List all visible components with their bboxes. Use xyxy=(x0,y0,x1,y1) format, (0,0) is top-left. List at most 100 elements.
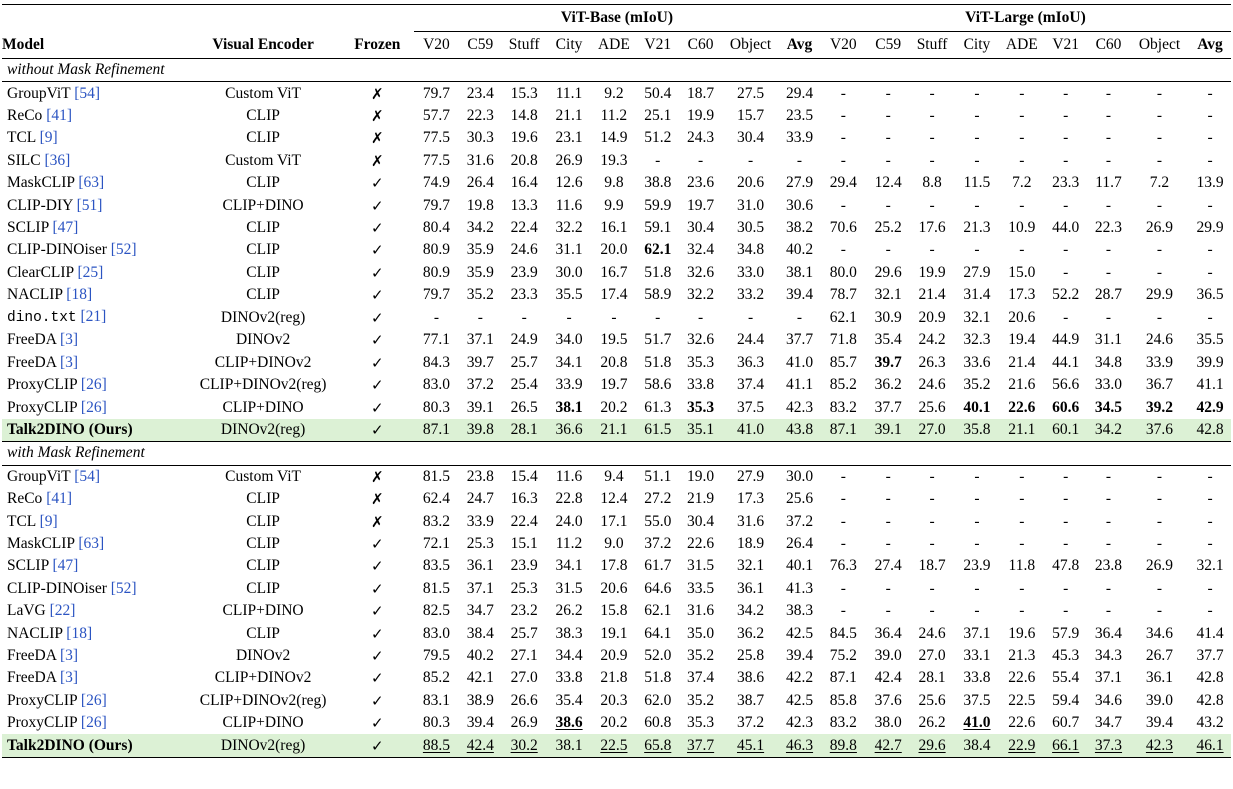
citation-link[interactable]: [21] xyxy=(80,308,107,326)
model-name: ProxyCLIP xyxy=(7,398,78,416)
value-cell-large: - xyxy=(840,579,846,597)
frozen-mark: ✓ xyxy=(371,218,384,237)
citation-link[interactable]: [25] xyxy=(77,263,104,281)
value-cell-large: - xyxy=(840,241,846,259)
value-cell-large: 31.1 xyxy=(1094,331,1123,349)
citation-link[interactable]: [9] xyxy=(39,512,58,530)
value-cell-large: - xyxy=(885,467,891,485)
citation-link[interactable]: [9] xyxy=(39,129,58,147)
encoder-cell: Custom ViT xyxy=(225,467,302,485)
value-cell-large: 31.4 xyxy=(963,286,991,304)
citation-link[interactable]: [47] xyxy=(52,557,79,575)
encoder-cell: CLIP xyxy=(246,579,280,597)
value-cell-large: 32.1 xyxy=(874,286,902,304)
citation-link[interactable]: [18] xyxy=(66,624,93,642)
value-cell-large: 26.7 xyxy=(1145,646,1174,664)
citation-link[interactable]: [22] xyxy=(49,602,76,620)
citation-link[interactable]: [26] xyxy=(80,398,107,416)
model-name: NACLIP xyxy=(7,624,63,642)
value-cell-base: 42.3 xyxy=(785,398,814,416)
citation-link[interactable]: [63] xyxy=(78,174,105,192)
value-cell-base: 26.2 xyxy=(555,602,583,620)
value-cell-large: - xyxy=(1105,263,1112,281)
value-cell-large: 57.9 xyxy=(1052,624,1080,642)
value-cell-large: - xyxy=(974,196,980,214)
value-cell-large: - xyxy=(1207,263,1213,281)
value-cell-base: 11.6 xyxy=(555,467,583,485)
citation-link[interactable]: [52] xyxy=(110,579,137,597)
value-cell-large: 37.6 xyxy=(874,691,902,709)
encoder-cell: CLIP xyxy=(246,512,280,530)
citation-link[interactable]: [54] xyxy=(74,84,101,102)
citation-link[interactable]: [51] xyxy=(76,196,103,214)
value-cell-base: 52.0 xyxy=(644,646,672,664)
value-cell-base: 39.8 xyxy=(458,418,502,442)
value-cell-large: - xyxy=(1156,241,1163,259)
value-cell-base: 25.1 xyxy=(644,106,672,124)
citation-link[interactable]: [3] xyxy=(59,353,79,371)
citation-link[interactable]: [63] xyxy=(78,535,105,552)
value-cell-large: - xyxy=(974,579,980,597)
value-cell-base: 29.4 xyxy=(785,84,814,102)
encoder-cell: CLIP xyxy=(246,535,280,552)
value-cell-base: 41.0 xyxy=(785,353,814,371)
value-cell-base: 88.5 xyxy=(414,734,459,758)
value-cell-large: - xyxy=(840,196,846,214)
section-header: without Mask Refinement xyxy=(2,58,1231,83)
frozen-mark: ✗ xyxy=(371,490,384,509)
model-name: ReCo xyxy=(7,490,43,508)
citation-link[interactable]: [41] xyxy=(46,106,73,124)
value-cell-large: - xyxy=(1063,308,1069,326)
value-cell-base: 34.0 xyxy=(555,331,583,349)
value-cell-large: 29.4 xyxy=(829,174,857,192)
citation-link[interactable]: [26] xyxy=(80,714,107,732)
value-cell-large: - xyxy=(974,467,980,485)
value-cell-large: - xyxy=(1207,129,1213,147)
citation-link[interactable]: [26] xyxy=(80,691,107,709)
citation-link[interactable]: [3] xyxy=(59,669,79,687)
value-cell-base: 60.8 xyxy=(644,714,672,732)
value-cell-large: - xyxy=(840,467,846,485)
value-cell-large: - xyxy=(1207,196,1213,214)
value-cell-large: 24.6 xyxy=(1145,331,1174,349)
encoder-cell: DINOv2(reg) xyxy=(185,734,341,758)
value-cell-large: - xyxy=(885,602,891,620)
value-cell-large: 42.8 xyxy=(1189,418,1231,442)
value-cell-base: 15.4 xyxy=(510,467,538,485)
citation-link[interactable]: [52] xyxy=(110,241,137,259)
citation-link[interactable]: [54] xyxy=(74,467,101,485)
value-cell-base: 32.1 xyxy=(736,557,765,575)
citation-link[interactable]: [41] xyxy=(46,490,73,508)
value-cell-base: 40.2 xyxy=(785,241,814,259)
value-cell-large: - xyxy=(1156,579,1163,597)
value-cell-large: 89.8 xyxy=(819,734,867,758)
citation-link[interactable]: [18] xyxy=(66,286,93,304)
value-cell-large: 32.1 xyxy=(1196,557,1224,575)
value-cell-large: 27.0 xyxy=(909,418,955,442)
value-cell-large: 25.6 xyxy=(918,691,946,709)
value-cell-base: 20.6 xyxy=(600,579,628,597)
header-base-avg: Avg xyxy=(779,31,820,59)
value-cell-large: - xyxy=(840,535,846,552)
value-cell-large: 76.3 xyxy=(829,557,857,575)
value-cell-base: 22.8 xyxy=(555,490,583,508)
value-cell-base: 24.0 xyxy=(555,512,583,530)
value-cell-large: 44.0 xyxy=(1052,218,1080,236)
value-cell-base: 37.4 xyxy=(736,376,765,394)
model-name: TCL xyxy=(7,129,36,147)
citation-link[interactable]: [26] xyxy=(80,376,107,394)
value-cell-base: 62.1 xyxy=(644,241,672,259)
value-cell-large: 22.9 xyxy=(999,734,1045,758)
encoder-cell: CLIP xyxy=(246,241,280,259)
value-cell-large: - xyxy=(929,579,935,597)
value-cell-large: - xyxy=(1105,241,1112,259)
citation-link[interactable]: [3] xyxy=(59,331,79,349)
citation-link[interactable]: [47] xyxy=(52,218,79,236)
citation-link[interactable]: [36] xyxy=(44,151,71,169)
value-cell-base: 64.1 xyxy=(644,624,672,642)
value-cell-base: 34.7 xyxy=(466,602,494,620)
value-cell-base: 34.8 xyxy=(736,241,765,259)
value-cell-large: 27.4 xyxy=(874,557,902,575)
value-cell-base: 31.5 xyxy=(555,579,583,597)
citation-link[interactable]: [3] xyxy=(59,646,79,664)
